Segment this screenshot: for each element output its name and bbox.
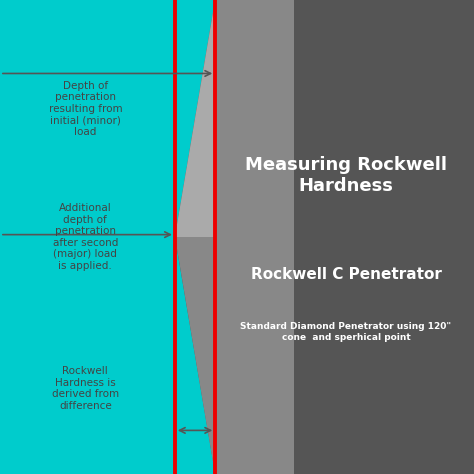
Text: Depth of
penetration
resulting from
initial (minor)
load: Depth of penetration resulting from init… xyxy=(48,81,122,137)
Text: Additional
depth of
penetration
after second
(major) load
is applied.: Additional depth of penetration after se… xyxy=(53,203,118,271)
Text: Measuring Rockwell
Hardness: Measuring Rockwell Hardness xyxy=(245,156,447,195)
Text: Rockwell C Penetrator: Rockwell C Penetrator xyxy=(251,267,441,283)
Text: Standard Diamond Penetrator using 120"
cone  and sperhical point: Standard Diamond Penetrator using 120" c… xyxy=(240,322,452,341)
Polygon shape xyxy=(175,0,294,237)
Polygon shape xyxy=(175,0,215,237)
Polygon shape xyxy=(175,0,474,474)
Polygon shape xyxy=(175,237,294,474)
Bar xyxy=(215,0,474,474)
Text: Rockwell
Hardness is
derived from
difference: Rockwell Hardness is derived from differ… xyxy=(52,366,119,411)
